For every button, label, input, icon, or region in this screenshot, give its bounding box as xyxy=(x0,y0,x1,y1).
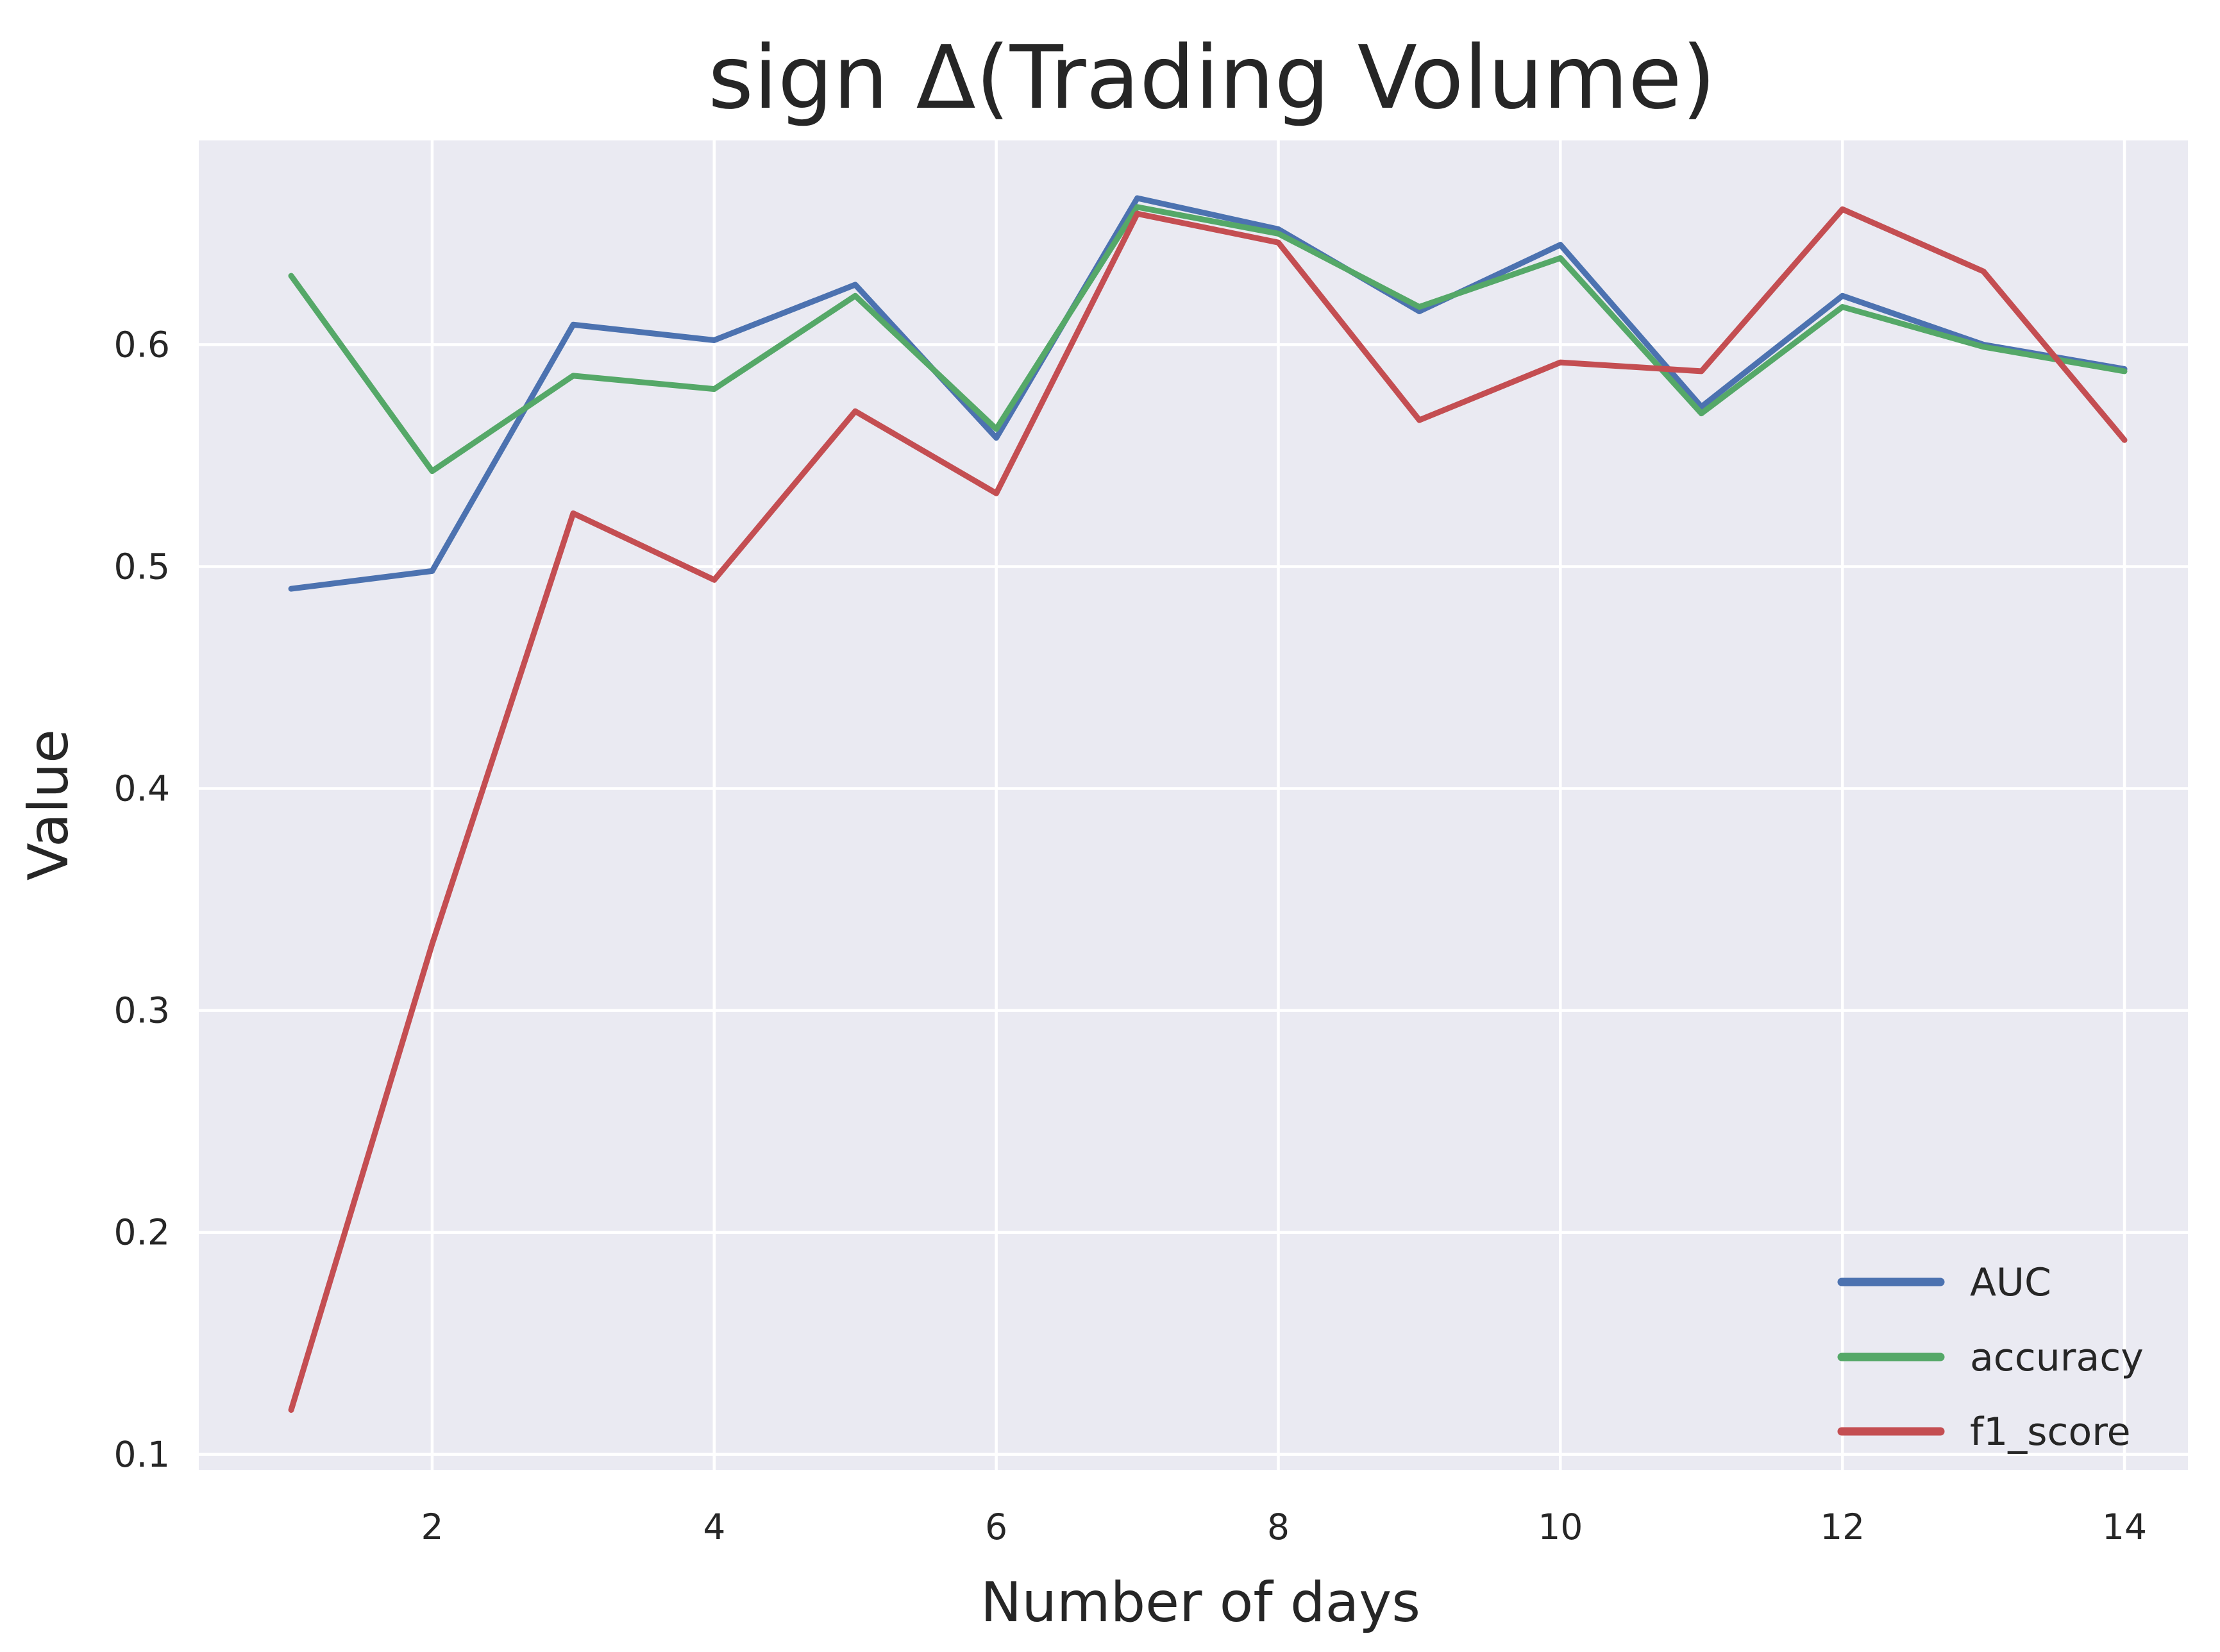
series-line-AUC xyxy=(288,195,2128,592)
x-tick-label: 4 xyxy=(703,1506,725,1547)
y-tick-label: 0.1 xyxy=(114,1434,170,1475)
x-tick-label: 12 xyxy=(1820,1506,1865,1547)
y-tick-label: 0.3 xyxy=(114,990,170,1031)
y-axis-label: Value xyxy=(17,729,81,881)
x-tick-label: 14 xyxy=(2102,1506,2147,1547)
legend-label: accuracy xyxy=(1970,1335,2144,1380)
x-tick-label: 2 xyxy=(421,1506,443,1547)
x-tick-labels: 2 4 6 8 10 12 14 xyxy=(421,1506,2147,1547)
chart-title: sign Δ(Trading Volume) xyxy=(708,28,1716,129)
axes-background xyxy=(199,140,2188,1470)
legend-item: f1_score xyxy=(1837,1410,2131,1454)
y-tick-label: 0.5 xyxy=(114,546,170,587)
legend: AUC accuracy f1_score xyxy=(1837,1260,2144,1454)
x-tick-label: 10 xyxy=(1538,1506,1583,1547)
legend-item: AUC xyxy=(1837,1260,2051,1305)
y-tick-labels: 0.1 0.2 0.3 0.4 0.5 0.6 xyxy=(114,324,170,1474)
legend-label: f1_score xyxy=(1970,1410,2131,1454)
x-axis-label: Number of days xyxy=(980,1571,1420,1635)
x-tick-label: 6 xyxy=(985,1506,1007,1547)
y-tick-label: 0.6 xyxy=(114,324,170,365)
series-lines xyxy=(288,195,2128,1413)
y-tick-label: 0.2 xyxy=(114,1212,170,1253)
legend-item: accuracy xyxy=(1837,1335,2144,1380)
series-line-f1_score xyxy=(288,206,2128,1413)
legend-label: AUC xyxy=(1970,1260,2051,1305)
series-line-accuracy xyxy=(288,204,2128,475)
y-tick-label: 0.4 xyxy=(114,768,170,809)
plot-area xyxy=(199,140,2188,1470)
x-tick-label: 8 xyxy=(1267,1506,1290,1547)
